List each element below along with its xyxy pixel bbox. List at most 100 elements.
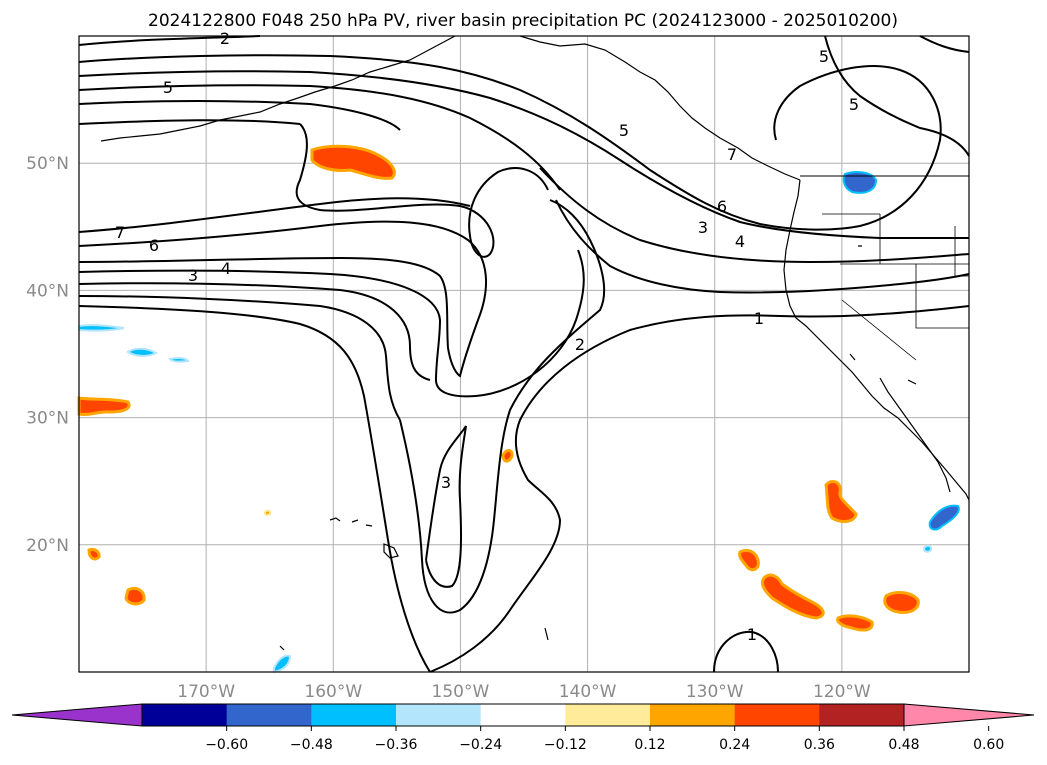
precip-patch xyxy=(760,573,825,620)
baja-peninsula xyxy=(879,377,951,493)
colorbar: −0.60 −0.48 −0.36 −0.24 −0.12 0.12 0.24 0.36 0.4… xyxy=(11,703,1035,753)
pv-contours xyxy=(78,35,970,673)
colorbar-bin xyxy=(734,704,820,726)
contour-label: 5 xyxy=(619,121,629,140)
lat-tick-label: 20°N xyxy=(26,536,69,556)
lon-tick-label: 120°W xyxy=(813,682,871,702)
map-frame xyxy=(78,35,970,673)
contour-label: 1 xyxy=(747,625,757,644)
colorbar-bin xyxy=(819,704,905,726)
precip-patch xyxy=(738,548,760,572)
colorbar-tick-label: 0.60 xyxy=(973,737,1004,753)
pv-contour xyxy=(919,35,970,53)
contour-label: 2 xyxy=(575,335,585,354)
pv-contour xyxy=(78,54,942,231)
pv-contour xyxy=(399,199,606,614)
lon-tick-label: 130°W xyxy=(686,682,744,702)
pv-contour xyxy=(425,425,467,588)
colorbar-bin xyxy=(650,704,736,726)
precip-patch xyxy=(87,548,101,561)
gridlines xyxy=(79,36,969,672)
contour-label: 3 xyxy=(441,473,451,492)
colorbar-tick-label: −0.36 xyxy=(375,737,418,753)
latitude-tick-labels: 50°N 40°N 30°N 20°N xyxy=(26,154,69,556)
colorbar-tick-label: −0.48 xyxy=(290,737,333,753)
pv-contour xyxy=(78,35,261,46)
precip-patch xyxy=(77,396,131,416)
contour-label: 5 xyxy=(849,95,859,114)
precip-patch xyxy=(273,654,292,674)
colorbar-bin xyxy=(396,704,482,726)
lon-tick-label: 160°W xyxy=(304,682,362,702)
contour-label: 7 xyxy=(115,223,125,242)
precip-patch xyxy=(824,480,858,523)
contour-label: 3 xyxy=(188,266,198,285)
pv-contour xyxy=(555,199,970,294)
lon-tick-label: 170°W xyxy=(177,682,235,702)
colorbar-bin xyxy=(311,704,397,726)
colorbar-extend-high xyxy=(903,703,1035,727)
colorbar-bin xyxy=(226,704,312,726)
colorbar-frame xyxy=(141,703,905,727)
precip-patch xyxy=(310,144,396,180)
precip-patch xyxy=(263,509,272,517)
contour-labels: 2 5 7 6 4 3 2 3 5 7 6 3 4 1 1 5 5 xyxy=(115,29,859,644)
positive-anomaly-patches xyxy=(77,144,920,632)
precip-patch xyxy=(842,171,878,194)
contour-label: 2 xyxy=(220,29,230,48)
colorbar-bin xyxy=(480,704,566,726)
pv-contour xyxy=(78,84,561,191)
lon-tick-label: 140°W xyxy=(559,682,617,702)
colorbar-tick-label: 0.48 xyxy=(888,737,919,753)
contour-label: 6 xyxy=(717,197,727,216)
pv-contour xyxy=(539,167,970,264)
pv-contour xyxy=(78,220,487,378)
pv-contour xyxy=(78,197,471,233)
colorbar-extend-low xyxy=(11,703,143,727)
pv-contour xyxy=(78,295,401,421)
colorbar-bin xyxy=(142,704,228,726)
contour-label: 3 xyxy=(698,218,708,237)
precip-patch xyxy=(78,324,125,332)
pv-contour xyxy=(78,100,401,131)
colorbar-tick-label: −0.12 xyxy=(544,737,587,753)
pv-contour xyxy=(78,282,431,381)
negative-anomaly-patches xyxy=(78,171,960,674)
contour-label: 4 xyxy=(735,232,745,251)
pv-contour xyxy=(78,249,585,398)
lon-tick-label: 150°W xyxy=(432,682,490,702)
contour-label: 4 xyxy=(221,259,231,278)
lat-tick-label: 40°N xyxy=(26,281,69,301)
pv-contour xyxy=(295,123,549,258)
lat-tick-label: 50°N xyxy=(26,154,69,174)
small-islands xyxy=(279,245,917,651)
pv-contour xyxy=(78,119,301,125)
contour-label: 5 xyxy=(819,47,829,66)
colorbar-tick-label: 0.36 xyxy=(804,737,835,753)
precip-patch xyxy=(124,586,146,606)
pv-contour xyxy=(824,35,970,157)
precip-patch xyxy=(883,591,920,614)
precip-patch xyxy=(126,347,159,357)
colorbar-tick-label: 0.12 xyxy=(634,737,665,753)
precip-patch xyxy=(501,449,514,463)
pv-contour xyxy=(78,70,969,240)
precip-patch xyxy=(922,544,933,553)
pv-contour xyxy=(713,630,779,673)
colorbar-tick-label: 0.24 xyxy=(719,737,750,753)
colorbar-tick-label: −0.24 xyxy=(459,737,502,753)
precip-patch xyxy=(928,504,960,531)
map-panel: 2 5 7 6 4 3 2 3 5 7 6 3 4 1 1 5 5 xyxy=(77,29,970,674)
contour-label: 7 xyxy=(727,145,737,164)
pv-contour xyxy=(429,305,970,673)
alaska-coastline xyxy=(519,35,801,181)
figure-title: 2024122800 F048 250 hPa PV, river basin … xyxy=(148,11,898,31)
longitude-tick-labels: 170°W 160°W 150°W 140°W 130°W 120°W xyxy=(177,682,871,702)
precip-patch xyxy=(168,356,190,363)
map-background xyxy=(79,36,969,672)
precip-patch xyxy=(836,614,874,632)
contour-label: 6 xyxy=(149,236,159,255)
colorbar-tick-label: −0.60 xyxy=(205,737,248,753)
pv-contour xyxy=(78,305,431,673)
